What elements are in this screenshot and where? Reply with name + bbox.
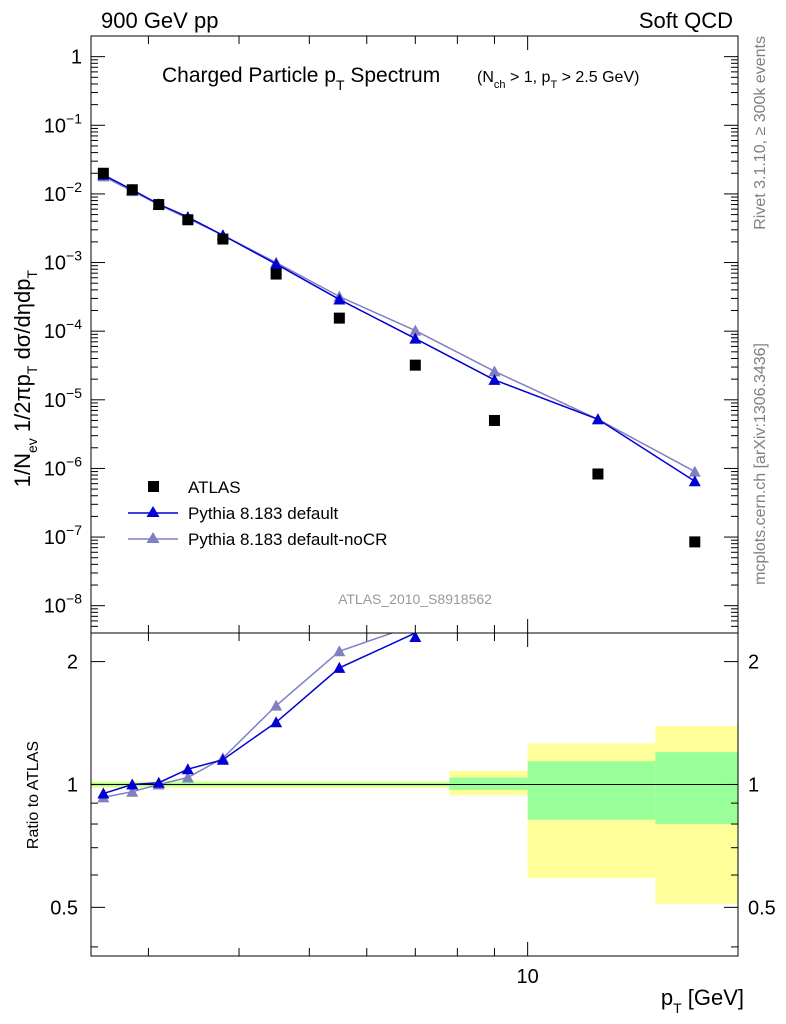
- ratio-band-inner: [527, 761, 656, 820]
- legend-entry-pythia-default: Pythia 8.183 default: [128, 504, 339, 523]
- main-y-tick-label: 10−5: [44, 385, 82, 412]
- ratio-line-pythia-nocr: [103, 633, 393, 799]
- ratio-uncertainty-bands: [91, 726, 738, 904]
- ratio-y-axis-label: Ratio to ATLAS: [25, 741, 42, 849]
- legend-label-pythia-default: Pythia 8.183 default: [188, 504, 339, 523]
- ratio-plot-frame: [90, 632, 739, 957]
- main-y-tick-label: 10−4: [44, 316, 82, 343]
- ratio-y-tick-label: 0.5: [50, 897, 78, 919]
- main-y-tick-label: 10−3: [44, 248, 82, 275]
- main-axis-ticks: [91, 36, 738, 634]
- ratio-point-pythia-default: [333, 661, 346, 673]
- ratio-point-pythia-default: [152, 776, 165, 788]
- plot-title: Charged Particle pT Spectrum: [162, 64, 440, 93]
- main-point-atlas: [488, 414, 500, 426]
- main-series-layer: [97, 167, 701, 548]
- rivet-version-label: Rivet 3.1.10, ≥ 300k events: [752, 36, 769, 230]
- ratio-point-pythia-default: [126, 778, 139, 790]
- main-y-tick-label: 10−2: [44, 179, 82, 206]
- main-point-atlas: [333, 312, 345, 324]
- main-point-pythia-default: [488, 373, 501, 385]
- analysis-watermark: ATLAS_2010_S8918562: [338, 591, 492, 607]
- legend-marker-pythia-default: [146, 506, 160, 517]
- main-point-pythia-default: [591, 413, 604, 425]
- ratio-y-tick-label-right: 1: [748, 774, 759, 796]
- ratio-point-pythia-default: [181, 763, 194, 775]
- ratio-point-pythia-nocr: [126, 785, 139, 797]
- main-point-pythia-default: [409, 332, 422, 344]
- legend-marker-pythia-nocr: [146, 532, 160, 543]
- ratio-y-tick-labels: 0.5 0.5 1 1 2 2: [50, 652, 776, 920]
- main-panel: 1 10−1 10−2 10−3 10−4 10−5 10−6 10−7 10−8: [44, 35, 739, 634]
- plot-subtitle-cuts: (Nch > 1, pT > 2.5 GeV): [477, 69, 639, 91]
- main-point-pythia-default: [270, 258, 283, 270]
- legend-label-atlas: ATLAS: [188, 478, 241, 497]
- header-left: 900 GeV pp: [101, 8, 218, 33]
- main-point-atlas: [689, 536, 701, 548]
- ratio-line-pythia-default: [103, 633, 416, 795]
- ratio-y-tick-label-right: 0.5: [748, 897, 776, 919]
- main-point-atlas: [182, 214, 194, 226]
- main-y-tick-labels: 1 10−1 10−2 10−3 10−4 10−5 10−6 10−7 10−8: [44, 47, 82, 618]
- x-axis-label: pT [GeV]: [661, 985, 744, 1016]
- main-point-pythia-default: [333, 293, 346, 305]
- ratio-point-pythia-nocr: [333, 645, 346, 657]
- legend-entry-pythia-nocr: Pythia 8.183 default-noCR: [128, 530, 387, 549]
- main-y-tick-label: 10−7: [44, 522, 82, 549]
- legend-marker-atlas: [148, 481, 159, 492]
- header-right: Soft QCD: [639, 8, 733, 33]
- main-y-tick-label: 10−8: [44, 591, 82, 618]
- main-point-atlas: [592, 468, 604, 480]
- ratio-y-tick-label-right: 2: [748, 652, 759, 674]
- mcplots-label: mcplots.cern.ch [arXiv:1306.3436]: [752, 343, 769, 585]
- legend: ATLAS Pythia 8.183 default Pythia 8.183 …: [128, 478, 387, 549]
- legend-label-pythia-nocr: Pythia 8.183 default-noCR: [188, 530, 387, 549]
- ratio-axis-ticks: [91, 633, 738, 956]
- ratio-point-pythia-default: [270, 716, 283, 728]
- ratio-band-inner: [449, 777, 528, 790]
- main-point-pythia-nocr: [488, 365, 501, 377]
- ratio-point-pythia-default: [216, 753, 229, 765]
- main-y-axis-label: 1/Nev 1/2πpT dσ/dηdpT: [10, 270, 40, 488]
- main-y-tick-label: 10−6: [44, 453, 82, 480]
- ratio-point-pythia-default: [409, 633, 422, 642]
- ratio-band-inner: [655, 752, 738, 825]
- main-point-atlas: [409, 359, 421, 371]
- legend-entry-atlas: ATLAS: [148, 478, 241, 497]
- main-point-pythia-nocr: [688, 465, 701, 477]
- ratio-y-tick-label: 2: [67, 652, 78, 674]
- ratio-series-layer: [97, 633, 422, 803]
- ratio-panel: 0.5 0.5 1 1 2 2: [50, 632, 776, 957]
- main-point-atlas: [97, 167, 109, 179]
- main-point-atlas: [126, 184, 138, 196]
- main-point-atlas: [217, 233, 229, 245]
- ratio-point-pythia-nocr: [181, 771, 194, 783]
- main-y-tick-label: 1: [71, 47, 82, 69]
- main-point-pythia-default: [688, 475, 701, 487]
- ratio-point-pythia-default: [97, 787, 110, 799]
- ratio-point-pythia-nocr: [270, 699, 283, 711]
- main-point-pythia-nocr: [409, 324, 422, 336]
- main-point-atlas: [153, 199, 165, 211]
- ratio-y-tick-label: 1: [67, 774, 78, 796]
- main-point-atlas: [270, 268, 282, 280]
- main-y-tick-label: 10−1: [44, 110, 82, 137]
- x-tick-label-10: 10: [517, 966, 539, 988]
